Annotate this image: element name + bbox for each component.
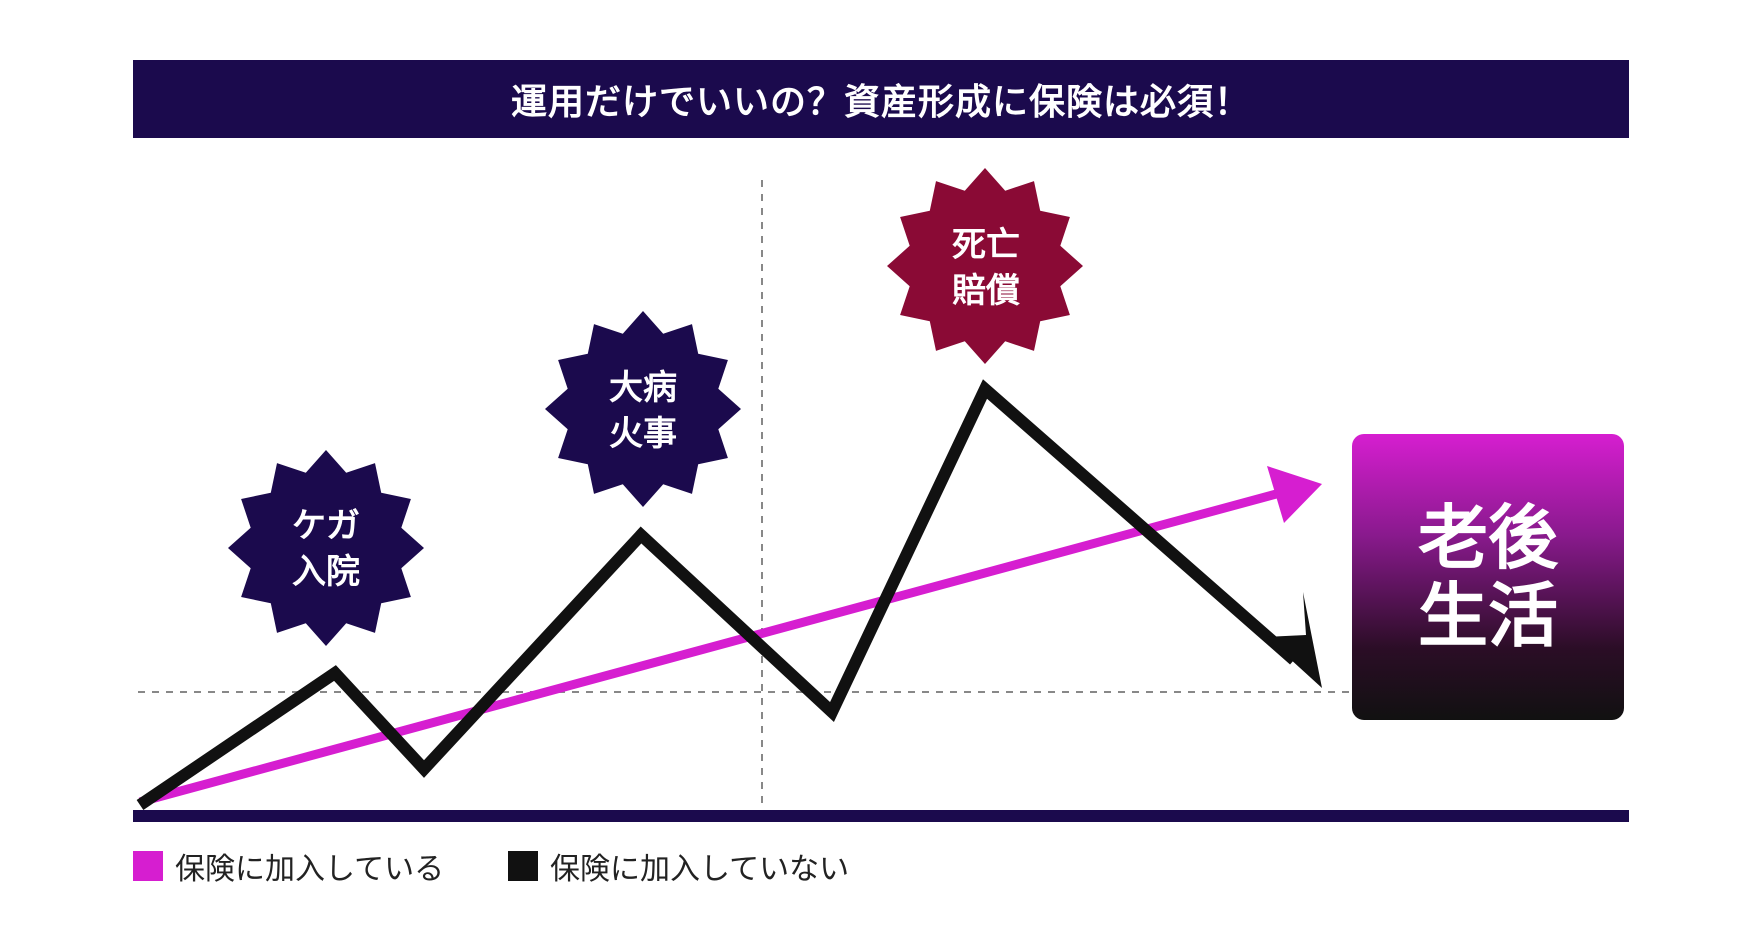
legend-label-uninsured: 保険に加入していない: [550, 852, 850, 887]
insured-arrowhead: [1267, 466, 1322, 523]
uninsured-line: [136, 379, 1298, 810]
uninsured-arrowhead: [1266, 592, 1322, 688]
burst-death-liability: [887, 168, 1083, 364]
legend-swatch-uninsured: [508, 851, 538, 881]
retirement-label: 老後 生活: [1418, 497, 1558, 657]
legend-label-insured: 保険に加入している: [175, 852, 445, 887]
legend-swatch-insured: [133, 851, 163, 881]
burst-shape: [228, 450, 424, 646]
burst-injury-hospital: [228, 450, 424, 646]
event-label-illness-fire: 大病 火事: [609, 368, 677, 454]
retirement-box: 老後 生活: [1352, 434, 1624, 720]
event-label-death-liability: 死亡 賠償: [952, 225, 1020, 311]
page-title: 運用だけでいいの？資産形成に保険は必須！: [133, 60, 1629, 138]
baseline-axis: [133, 810, 1629, 822]
event-label-injury-hospital: ケガ 入院: [292, 506, 360, 592]
legend-item-insured: 保険に加入している: [133, 848, 444, 887]
insured-line: [138, 488, 1282, 807]
burst-illness-fire: [545, 311, 741, 507]
burst-shape: [545, 311, 741, 507]
burst-shape: [887, 168, 1083, 364]
legend-item-uninsured: 保険に加入していない: [508, 848, 849, 887]
